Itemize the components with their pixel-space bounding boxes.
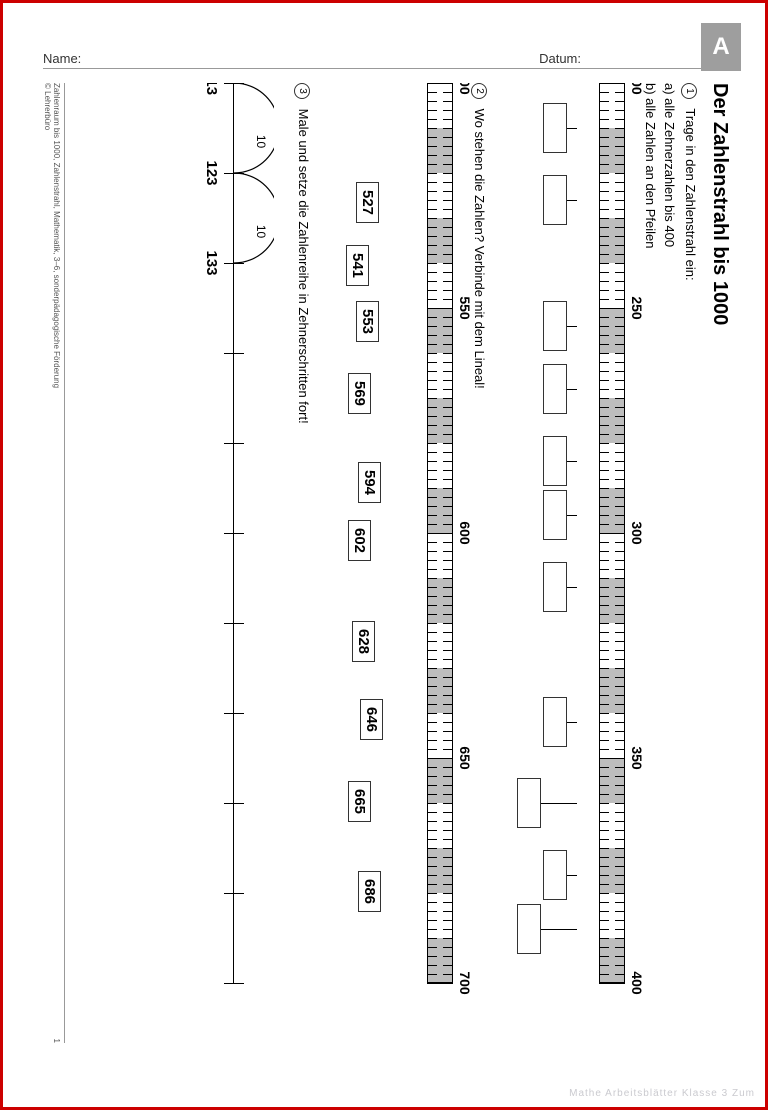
answer-box[interactable] <box>543 175 567 225</box>
content-rotated-viewport: Der Zahlenstrahl bis 1000 1 Trage in den… <box>43 83 731 1043</box>
task3-number: 3 <box>294 83 310 99</box>
ruler-label: 200 <box>629 83 645 95</box>
ruler-label: 700 <box>457 971 473 994</box>
date-label: Datum: <box>539 51 581 66</box>
ruler-label: 500 <box>457 83 473 95</box>
task1-text: Trage in den Zahlenstrahl ein: <box>683 108 698 280</box>
answer-box[interactable] <box>543 850 567 900</box>
given-number-box: 602 <box>348 520 371 561</box>
answer-box[interactable] <box>543 364 567 414</box>
arc-label: 10 <box>254 225 268 238</box>
answer-box[interactable] <box>543 436 567 486</box>
ruler-label: 250 <box>629 296 645 319</box>
task3-numberline: 113 123 133 10 10 <box>194 83 274 983</box>
answer-box[interactable] <box>543 301 567 351</box>
answer-box[interactable] <box>517 778 541 828</box>
given-number-box: 553 <box>356 301 379 342</box>
task3-instruction: 3 Male und setze die Zahlenreihe in Zehn… <box>294 83 311 1043</box>
given-number-box: 646 <box>360 699 383 740</box>
nl3-label: 123 <box>203 160 220 185</box>
given-number-box: 628 <box>352 621 375 662</box>
task2-number: 2 <box>471 83 487 99</box>
task1-instruction: 1 Trage in den Zahlenstrahl ein: <box>681 83 698 1043</box>
task2-number-boxes: 527 541 553 569 594 602 628 646 665 686 <box>337 83 393 983</box>
given-number-box: 541 <box>346 245 369 286</box>
arc-label: 10 <box>254 135 268 148</box>
task1-sub-a: a) alle Zehnerzahlen bis 400 <box>662 83 677 1043</box>
answer-box[interactable] <box>543 490 567 540</box>
task2-instruction: 2 Wo stehen die Zahlen? Verbinde mit dem… <box>471 83 488 1043</box>
ruler-label: 650 <box>457 746 473 769</box>
given-number-box: 665 <box>348 781 371 822</box>
footer-copyright: © Lehrerbüro <box>43 83 52 388</box>
landscape-content: Der Zahlenstrahl bis 1000 1 Trage in den… <box>43 83 731 1043</box>
footer-page: 1 <box>43 1039 61 1043</box>
task2-numberline: 500550600650700 <box>427 83 453 983</box>
ruler-label: 600 <box>457 521 473 544</box>
given-number-box: 527 <box>356 182 379 223</box>
level-badge: A <box>701 23 741 71</box>
given-number-box: 569 <box>348 373 371 414</box>
answer-box[interactable] <box>543 562 567 612</box>
name-label: Name: <box>43 51 81 66</box>
answer-box[interactable] <box>543 697 567 747</box>
task1-number: 1 <box>681 83 697 99</box>
task1-sub-b: b) alle Zahlen an den Pfeilen <box>643 83 658 1043</box>
watermark: Mathe Arbeitsblätter Klasse 3 Zum <box>569 1088 755 1099</box>
task3-text: Male und setze die Zahlenreihe in Zehner… <box>296 109 311 424</box>
footer: Zahlenraum bis 1000, Zahlenstrahl, Mathe… <box>43 83 65 1043</box>
nl3-label: 113 <box>203 83 220 95</box>
given-number-box: 594 <box>358 462 381 503</box>
task2-text: Wo stehen die Zahlen? Verbinde mit dem L… <box>472 109 487 389</box>
worksheet-title: Der Zahlenstrahl bis 1000 <box>708 83 731 1043</box>
task1-numberline: 200250300350400 <box>599 83 625 983</box>
ruler-label: 300 <box>629 521 645 544</box>
answer-box[interactable] <box>543 103 567 153</box>
footer-left: Zahlenraum bis 1000, Zahlenstrahl, Mathe… <box>43 83 61 388</box>
ruler-label: 350 <box>629 746 645 769</box>
task1-answer-boxes <box>511 83 571 983</box>
ruler-label: 550 <box>457 296 473 319</box>
given-number-box: 686 <box>358 871 381 912</box>
ruler-label: 400 <box>629 971 645 994</box>
nl3-label: 133 <box>203 250 220 275</box>
worksheet-page: Name: Datum: A Der Zahlenstrahl bis 1000… <box>43 43 731 1073</box>
answer-box[interactable] <box>517 904 541 954</box>
header: Name: Datum: A <box>43 43 731 69</box>
footer-text: Zahlenraum bis 1000, Zahlenstrahl, Mathe… <box>52 83 61 388</box>
